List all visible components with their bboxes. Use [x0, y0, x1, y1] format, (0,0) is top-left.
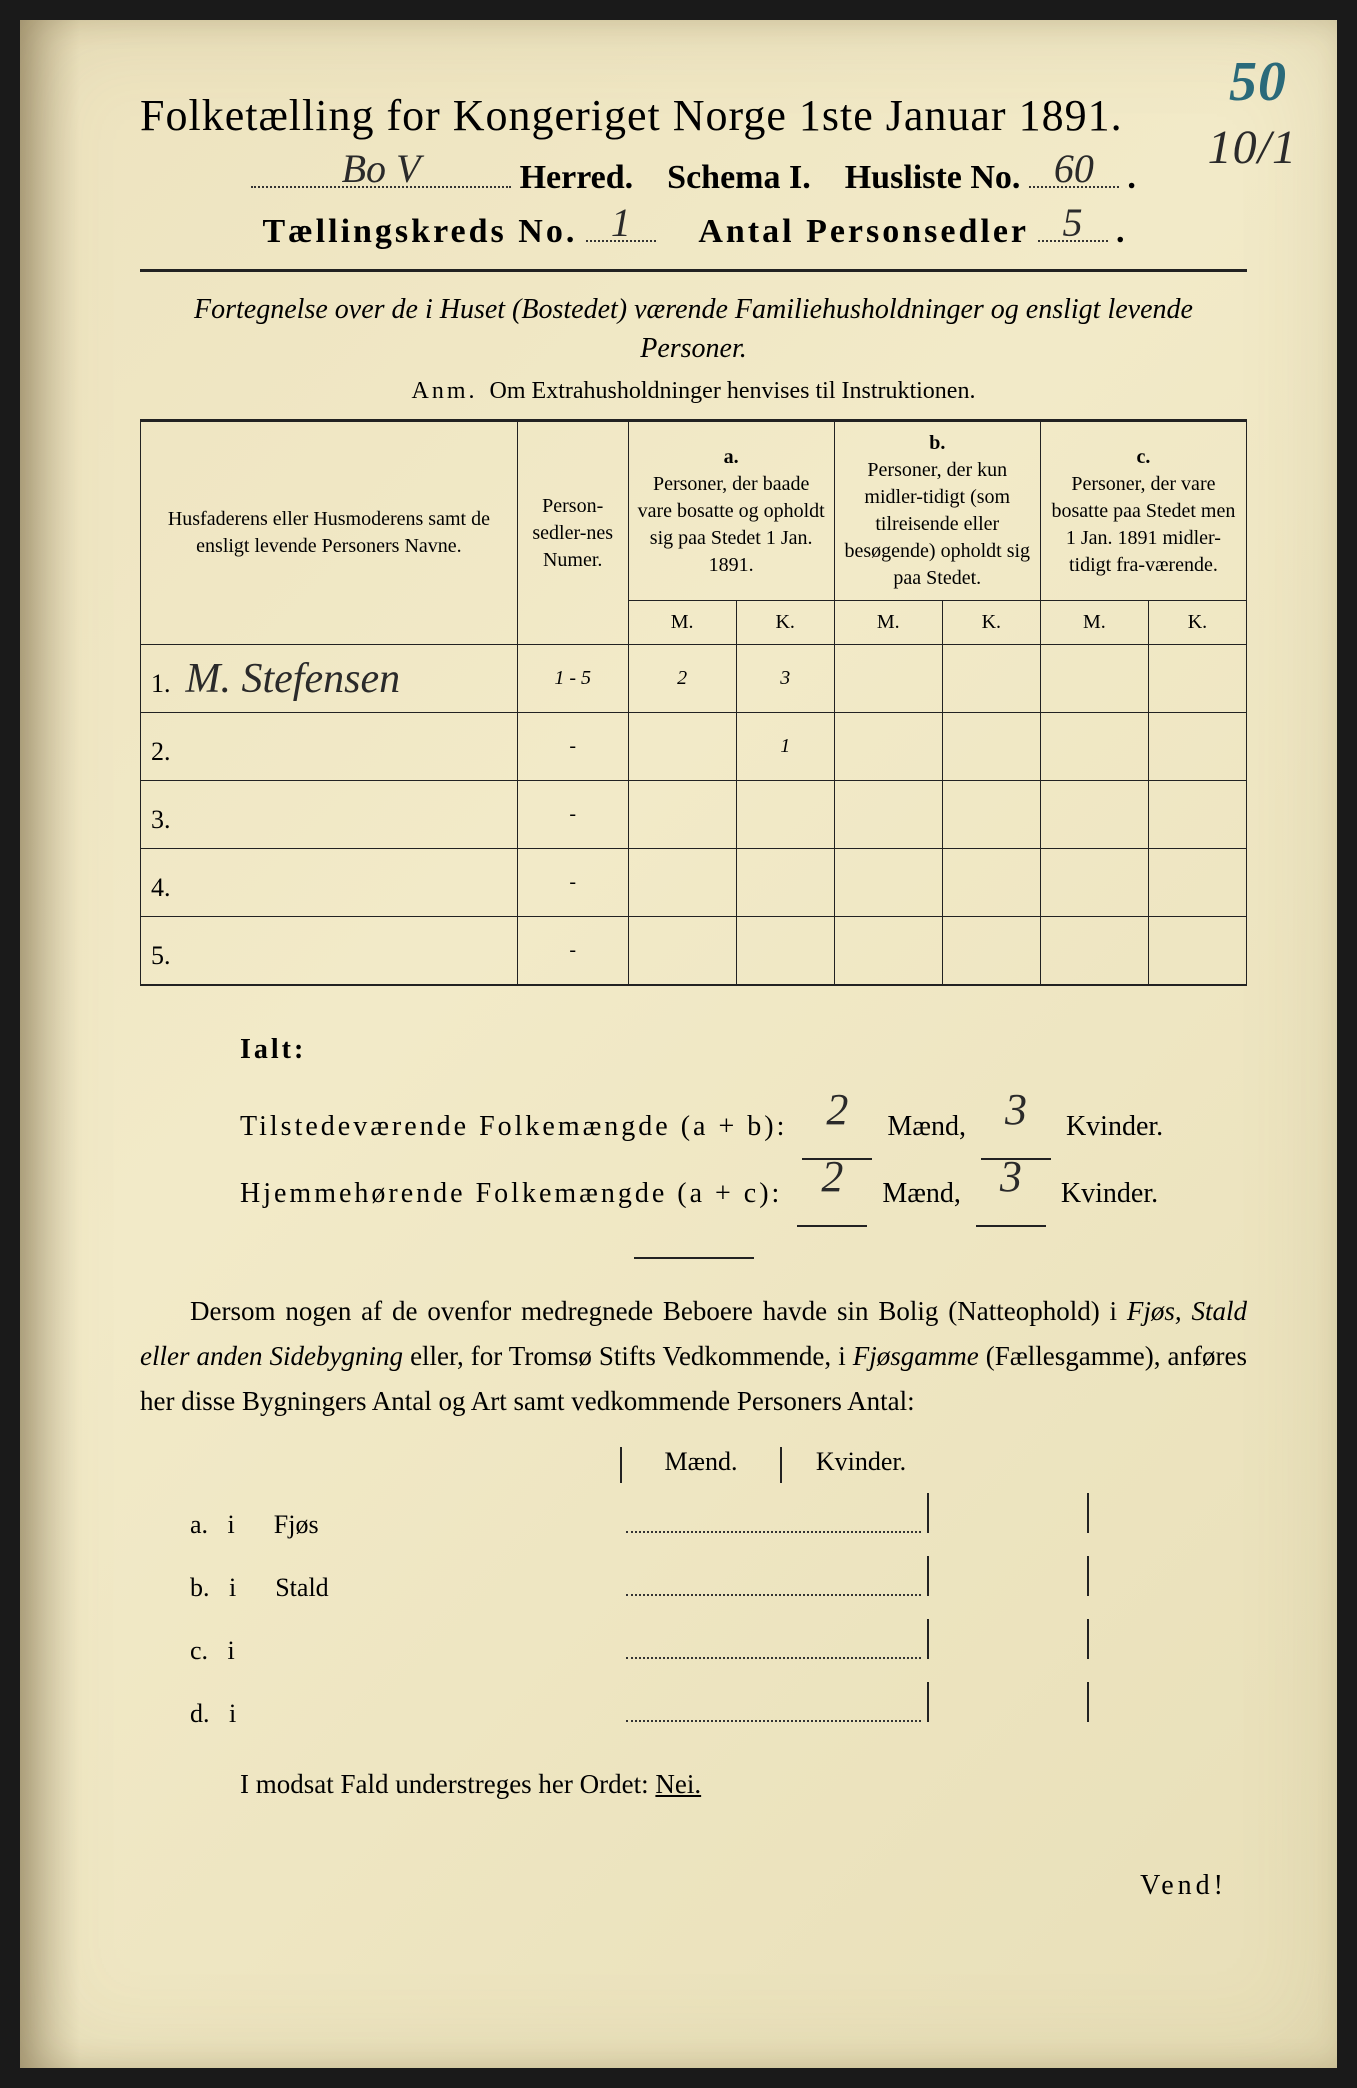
header-line-2: Bo V Herred. Schema I. Husliste No. 60 .	[140, 159, 1247, 197]
total-ac-k: 3	[976, 1124, 1046, 1230]
main-title: Folketælling for Kongeriget Norge 1ste J…	[140, 90, 1247, 141]
table-row: 2. - 1	[141, 713, 1247, 781]
col-b-k: K.	[942, 601, 1040, 645]
col-header-b: b. Personer, der kun midler-tidigt (som …	[834, 421, 1040, 601]
schema-label: Schema I.	[667, 159, 811, 196]
col-header-a: a. Personer, der baade vare bosatte og o…	[628, 421, 834, 601]
vend-instruction: Vend!	[140, 1870, 1247, 1902]
buildings-table: a. i Fjøs b. i Stald c. i d. i	[190, 1493, 1247, 1729]
short-divider	[634, 1257, 754, 1259]
husliste-label: Husliste No.	[845, 159, 1021, 196]
small-table-header: Mænd. Kvinder.	[620, 1447, 1247, 1483]
small-head-k: Kvinder.	[780, 1447, 940, 1483]
husliste-value: 60	[1029, 145, 1119, 192]
herred-value: Bo V	[251, 145, 511, 192]
census-form-page: Folketælling for Kongeriget Norge 1ste J…	[20, 20, 1337, 2068]
antal-label: Antal Personsedler	[698, 213, 1029, 250]
herred-label: Herred.	[520, 159, 634, 196]
col-c-m: M.	[1040, 601, 1148, 645]
col-a-k: K.	[736, 601, 834, 645]
totals-block: Ialt: Tilstedeværende Folkemængde (a + b…	[140, 1016, 1247, 1228]
title-text: Folketælling for Kongeriget Norge 1ste J…	[140, 91, 1123, 140]
building-row: d. i	[190, 1682, 1247, 1729]
kreds-label: Tællingskreds No.	[262, 213, 577, 250]
small-head-m: Mænd.	[620, 1447, 780, 1483]
nei-word: Nei.	[655, 1769, 701, 1799]
final-line: I modsat Fald understreges her Ordet: Ne…	[140, 1769, 1247, 1800]
anm-note: Anm. Anm. Om Extrahusholdninger henvises…	[140, 378, 1247, 405]
col-a-m: M.	[628, 601, 736, 645]
col-b-m: M.	[834, 601, 942, 645]
table-row: 1. M. Stefensen 1 - 5 2 3	[141, 645, 1247, 713]
bolig-paragraph: Dersom nogen af de ovenfor medregnede Be…	[140, 1289, 1247, 1423]
building-row: c. i	[190, 1619, 1247, 1666]
table-row: 5. -	[141, 917, 1247, 985]
totals-line-2: Hjemmehørende Folkemængde (a + c): 2 Mæn…	[240, 1160, 1247, 1227]
building-row: a. i Fjøs	[190, 1493, 1247, 1540]
header-line-3: Tællingskreds No. 1 Antal Personsedler 5…	[140, 213, 1247, 251]
table-row: 4. -	[141, 849, 1247, 917]
col-header-names: Husfaderens eller Husmoderens samt de en…	[141, 421, 518, 645]
divider-1	[140, 269, 1247, 272]
corner-fraction: 10/1	[1208, 120, 1297, 175]
col-header-c: c. Personer, der vare bosatte paa Stedet…	[1040, 421, 1246, 601]
subtitle: Fortegnelse over de i Huset (Bostedet) v…	[140, 290, 1247, 368]
table-row: 3. -	[141, 781, 1247, 849]
corner-page-number: 50	[1229, 50, 1287, 114]
totals-line-1: Tilstedeværende Folkemængde (a + b): 2 M…	[240, 1093, 1247, 1160]
building-row: b. i Stald	[190, 1556, 1247, 1603]
col-c-k: K.	[1148, 601, 1246, 645]
kreds-value: 1	[586, 199, 656, 246]
main-table: Husfaderens eller Husmoderens samt de en…	[140, 419, 1247, 986]
total-ac-m: 2	[797, 1124, 867, 1230]
antal-value: 5	[1038, 199, 1108, 246]
ialt-label: Ialt:	[240, 1016, 1247, 1083]
col-header-num: Person-sedler-nes Numer.	[517, 421, 628, 645]
